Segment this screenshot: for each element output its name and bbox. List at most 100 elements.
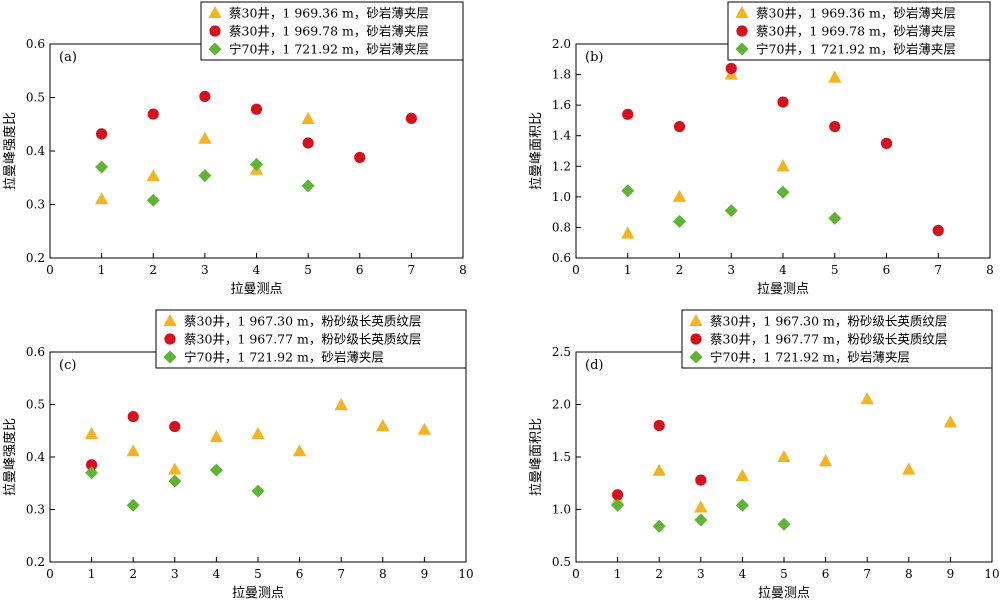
data-point [127, 410, 139, 423]
x-tick-label: 8 [459, 263, 467, 277]
y-tick-label: 2.5 [552, 345, 571, 359]
y-axis-label: 拉曼峰强度比 [2, 112, 18, 190]
plot-frame [49, 351, 467, 563]
legend-box [155, 309, 467, 369]
legend-marker [164, 333, 176, 345]
x-tick-label: 1 [624, 263, 632, 277]
data-point [622, 108, 634, 120]
x-tick-label: 6 [822, 567, 830, 581]
data-point [334, 398, 348, 411]
x-tick-label: 0 [572, 263, 580, 277]
y-tick-label: 1.0 [552, 503, 571, 517]
data-point [198, 169, 212, 183]
chart-panel-1: 0 1 2 3 4 5 6 7 8 0.2 0.3 0.4 0.5 0.6 拉曼测点 拉曼峰强度比 (a) 蔡30… [2, 1, 467, 297]
series-2 [86, 410, 181, 471]
y-tick-label: 0.8 [552, 220, 571, 234]
data-point [251, 426, 265, 439]
x-tick-label: 8 [379, 567, 387, 581]
x-tick-label: 3 [727, 263, 735, 277]
data-point [652, 463, 666, 476]
y-tick-label: 0.5 [26, 91, 45, 105]
data-point [250, 157, 263, 171]
x-tick-label: 9 [947, 567, 955, 581]
data-point [673, 214, 686, 228]
data-point [818, 454, 833, 467]
y-tick-label: 1.0 [552, 190, 571, 204]
series-3 [621, 184, 842, 228]
data-point [611, 498, 625, 512]
x-tick-label: 0 [572, 567, 580, 581]
x-tick-label: 4 [739, 567, 747, 581]
y-tick-label: 0.2 [26, 251, 45, 265]
data-point [777, 96, 789, 108]
legend-entry: 蔡30井，1 967.30 m，粉砂级长英质纹层 [184, 314, 421, 329]
y-tick-label: 0.6 [552, 251, 571, 265]
panel-label: (b) [585, 50, 603, 65]
x-tick-label: 1 [614, 567, 622, 581]
y-tick-label: 1.2 [552, 159, 571, 173]
y-tick-label: 0.5 [552, 555, 571, 569]
x-tick-label: 10 [458, 567, 473, 581]
y-axis-label: 拉曼峰面积比 [529, 112, 544, 190]
data-point [829, 120, 841, 133]
data-point [84, 426, 99, 439]
legend-marker [689, 314, 703, 327]
legend-entry: 蔡30井，1 967.77 m，粉砂级长英质纹层 [710, 332, 947, 347]
y-axis-label: 拉曼峰面积比 [529, 418, 544, 496]
y-tick-label: 0.3 [26, 503, 45, 517]
data-point [652, 519, 666, 533]
x-axis-label: 拉曼测点 [230, 282, 282, 297]
chart-panel-3: 0 1 2 3 4 5 6 7 8 9 10 0.2 0.3 0.4 0.5 0.6 拉曼测点 拉曼峰强度比 (c)… [2, 309, 474, 601]
data-point [146, 169, 160, 182]
data-point [376, 419, 390, 432]
panel-label: (c) [59, 358, 76, 373]
data-point [777, 517, 791, 531]
legend-entry: 蔡30井，1 967.30 m，粉砂级长英质纹层 [710, 314, 947, 329]
legend-entry: 蔡30井，1 969.78 m，砂岩薄夹层 [229, 24, 429, 39]
x-tick-label: 5 [780, 567, 788, 581]
data-point [146, 193, 160, 207]
data-point [735, 498, 749, 512]
legend-marker [163, 350, 177, 364]
x-tick-label: 2 [676, 263, 684, 277]
series-2 [96, 90, 417, 164]
x-tick-label: 7 [863, 567, 871, 581]
legend-marker [209, 25, 221, 37]
x-tick-label: 4 [253, 263, 261, 277]
y-tick-label: 0.6 [26, 37, 45, 51]
data-point [199, 90, 211, 103]
x-tick-label: 0 [46, 263, 54, 277]
data-point [902, 462, 916, 475]
data-point [95, 160, 109, 174]
legend-marker [735, 42, 749, 56]
legend-entry: 宁70井，1 721.92 m，砂岩薄夹层 [229, 42, 429, 57]
data-point [168, 462, 182, 475]
data-point [777, 450, 791, 463]
x-tick-label: 7 [337, 567, 345, 581]
data-point [735, 468, 750, 481]
legend-box [727, 1, 991, 61]
legend-entry: 蔡30井，1 967.77 m，粉砂级长英质纹层 [184, 332, 421, 347]
y-tick-label: 0.6 [26, 345, 45, 359]
y-tick-label: 1.8 [552, 68, 571, 82]
data-point [301, 111, 315, 124]
data-point [653, 419, 665, 432]
data-point [251, 484, 265, 498]
y-tick-label: 0.4 [26, 144, 45, 158]
y-tick-label: 1.5 [552, 450, 571, 464]
y-tick-label: 2.0 [552, 398, 571, 412]
data-point [250, 103, 263, 115]
data-point [354, 151, 366, 164]
data-point [168, 474, 182, 488]
x-axis-label: 拉曼测点 [757, 282, 809, 297]
x-tick-label: 3 [697, 567, 705, 581]
legend-box [681, 309, 993, 369]
series-3 [95, 157, 315, 207]
data-point [126, 444, 140, 457]
legend-marker [735, 6, 749, 19]
x-tick-label: 3 [171, 567, 179, 581]
y-tick-label: 2.0 [552, 37, 571, 51]
